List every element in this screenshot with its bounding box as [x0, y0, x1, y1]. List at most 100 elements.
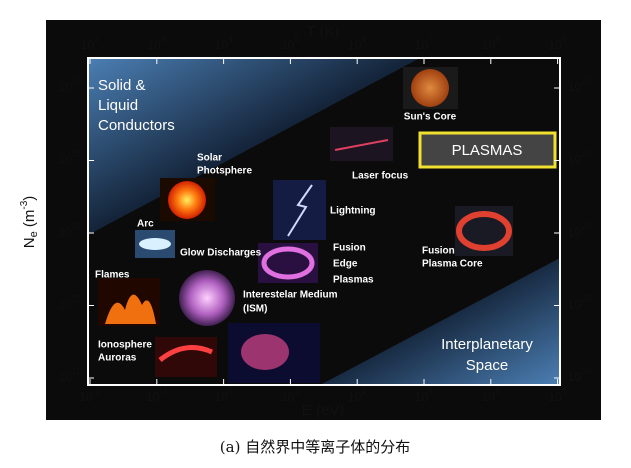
tick-exp: 6: [361, 34, 366, 44]
region-label: Solid &: [98, 77, 146, 94]
left-tick-label: 1025: [59, 149, 82, 167]
plasmas-box: [418, 131, 557, 169]
bottom-tick-label: 10-2: [79, 386, 100, 404]
tick-base: 10: [59, 80, 73, 94]
tick-exp: 4: [228, 34, 233, 44]
bottom-tick-label: 102: [348, 386, 366, 404]
tick-base: 10: [548, 38, 562, 52]
bottom-axis-label: E (eV): [302, 402, 345, 419]
ism-image: [179, 270, 235, 326]
bottom-tick-label: 105: [548, 386, 566, 404]
tick-base: 10: [482, 38, 496, 52]
space-region: [320, 258, 560, 385]
tick-exp: 20: [581, 221, 591, 231]
region-label: Interplanetary: [441, 336, 533, 353]
bottom-tick-label: 104: [482, 386, 500, 404]
plot-frame: [87, 57, 561, 386]
right-tick-label: 1030: [568, 76, 591, 94]
sun-core-disc: [411, 69, 449, 107]
region-label: Plasmas: [333, 275, 374, 286]
tick-exp: 0: [228, 386, 233, 396]
tick-base: 10: [415, 38, 429, 52]
tick-exp: 1: [295, 386, 300, 396]
tick-base: 10: [59, 298, 73, 312]
region-label: Interestelar Medium: [243, 290, 338, 301]
region-label: Liquid: [98, 97, 138, 114]
tick-exp: 9: [562, 34, 567, 44]
right-tick-label: 1010: [568, 366, 591, 384]
region-label: Space: [466, 357, 509, 374]
left-tick-label: 1020: [59, 221, 82, 239]
label-close: ): [21, 196, 38, 201]
region-label: Fusion: [333, 243, 366, 254]
tick-exp: 2: [361, 386, 366, 396]
top-axis-label: T (K): [306, 23, 339, 40]
arc-glow: [139, 238, 171, 250]
left-tick-label: 1030: [59, 76, 82, 94]
tick-exp: 10: [581, 366, 591, 376]
tick-base: 10: [59, 225, 73, 239]
top-tick-label: 106: [348, 34, 366, 52]
region-label: Flames: [95, 270, 130, 281]
tick-base: 10: [214, 38, 228, 52]
region-label: Glow Discharges: [180, 248, 262, 259]
right-tick-label: 1025: [568, 149, 591, 167]
tick-exp: -1: [159, 386, 167, 396]
fusion-ring: [456, 211, 512, 251]
tick-exp: 10: [72, 366, 82, 376]
right-tick-label: 1020: [568, 221, 591, 239]
right-tick-label: 1015: [568, 294, 591, 312]
tick-base: 10: [146, 390, 160, 404]
tick-base: 10: [482, 390, 496, 404]
region-label: (ISM): [243, 304, 267, 315]
tick-exp: 20: [72, 221, 82, 231]
label-sub: e: [28, 231, 40, 237]
tick-base: 10: [568, 370, 582, 384]
label-sup: -3: [19, 200, 30, 209]
tick-base: 10: [348, 390, 362, 404]
tick-exp: 15: [72, 294, 82, 304]
tick-base: 10: [148, 38, 162, 52]
lightning-image: [273, 180, 326, 240]
tick-exp: 25: [581, 149, 591, 159]
laser-beam: [334, 139, 389, 151]
region-label: Plasma Core: [422, 259, 483, 270]
left-tick-label: 1010: [59, 366, 82, 384]
region-label: Sun's Core: [404, 112, 457, 123]
label-open: (m: [21, 210, 38, 232]
tick-base: 10: [548, 390, 562, 404]
tick-exp: 4: [495, 386, 500, 396]
caption: (a) 自然界中等离子体的分布: [220, 438, 410, 456]
lightning-bolt: [287, 184, 313, 237]
region-label: Auroras: [98, 353, 137, 364]
region-label: PLASMAS: [452, 142, 523, 159]
bottom-tick-label: 10-1: [146, 386, 167, 404]
region-label: Photsphere: [197, 166, 252, 177]
top-tick-label: 108: [482, 34, 500, 52]
tick-base: 10: [568, 225, 582, 239]
nebula-cloud: [241, 334, 289, 370]
top-tick-label: 105: [281, 34, 299, 52]
label-main: N: [21, 237, 38, 248]
tick-exp: 30: [72, 76, 82, 86]
tick-base: 10: [348, 38, 362, 52]
region-label: Lightning: [330, 206, 376, 217]
tick-exp: 5: [295, 34, 300, 44]
tick-base: 10: [281, 390, 295, 404]
region-label: Edge: [333, 259, 358, 270]
tick-base: 10: [568, 80, 582, 94]
top-tick-label: 102: [81, 34, 99, 52]
tick-base: 10: [415, 390, 429, 404]
region-label: Laser focus: [352, 171, 409, 182]
tick-base: 10: [59, 153, 73, 167]
region-label: Conductors: [98, 117, 175, 134]
tick-exp: 15: [581, 294, 591, 304]
tick-exp: 25: [72, 149, 82, 159]
tick-exp: 8: [495, 34, 500, 44]
top-tick-label: 104: [214, 34, 232, 52]
tick-base: 10: [281, 38, 295, 52]
solar-disc: [168, 181, 206, 219]
bottom-tick-label: 100: [214, 386, 232, 404]
tick-base: 10: [81, 38, 95, 52]
left-axis-label: Ne (m-3): [19, 196, 40, 249]
